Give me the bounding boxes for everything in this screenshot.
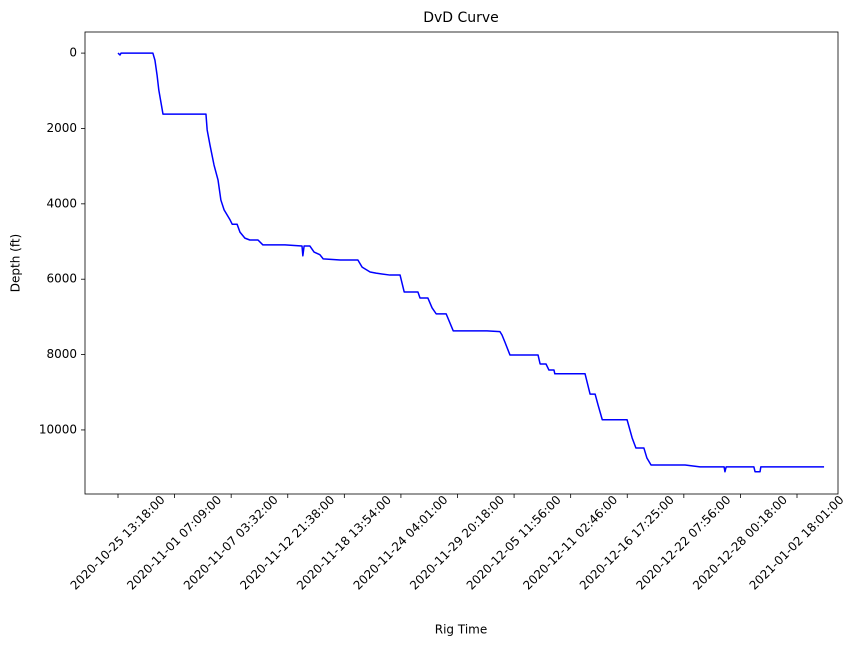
- y-tick-label: 8000: [46, 347, 77, 361]
- depth-line: [117, 52, 825, 473]
- plot-frame: [84, 31, 839, 495]
- y-tick-label: 2000: [46, 121, 77, 135]
- y-tick-label: 6000: [46, 272, 77, 286]
- y-tick-label: 0: [69, 46, 77, 60]
- x-axis-label: Rig Time: [435, 623, 487, 637]
- y-tick-label: 4000: [46, 196, 77, 210]
- y-tick-label: 10000: [39, 422, 77, 436]
- y-axis-label: Depth (ft): [9, 234, 23, 292]
- chart-title: DvD Curve: [423, 10, 499, 26]
